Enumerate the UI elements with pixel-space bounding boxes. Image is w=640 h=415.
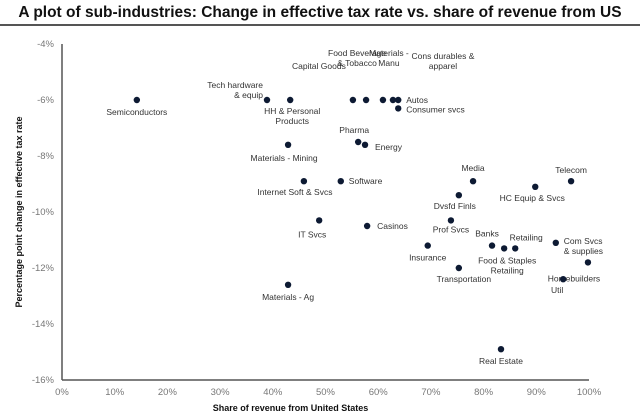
x-tick-label: 50%	[316, 387, 336, 398]
x-axis-label: Share of revenue from United States	[213, 403, 369, 413]
data-point-label: Real Estate	[479, 356, 523, 366]
y-tick-label: -8%	[37, 151, 54, 162]
data-point	[284, 281, 292, 288]
data-point-label: Dvsfd Finls	[434, 201, 476, 211]
chart-title: A plot of sub-industries: Change in effe…	[18, 4, 622, 21]
y-tick-label: -14%	[32, 319, 55, 330]
data-point-label: Cons durables & apparel	[412, 51, 475, 71]
data-point	[395, 96, 402, 104]
data-point-label: Prof Svcs	[433, 224, 469, 234]
data-point-label: Consumer svcs	[406, 104, 465, 114]
data-point	[284, 141, 292, 148]
data-point-label: Banks	[475, 229, 499, 239]
data-point	[469, 178, 477, 185]
x-tick-label: 30%	[211, 387, 231, 398]
data-point	[315, 217, 323, 224]
data-point-label: Com Svcs & supplies	[564, 236, 603, 256]
data-point	[361, 141, 369, 148]
data-point-label: Materials - Ag	[262, 292, 314, 302]
x-tick-label: 60%	[369, 387, 389, 398]
data-point	[584, 259, 592, 266]
x-tick-label: 100%	[577, 387, 602, 398]
data-point-label: Retailing	[510, 232, 543, 242]
data-point-label: Food Beverage & Tobacco	[328, 48, 386, 68]
data-point	[424, 242, 431, 249]
x-tick-label: 70%	[421, 387, 441, 398]
data-point	[300, 178, 308, 185]
y-tick-label: -6%	[37, 95, 54, 106]
data-point	[447, 217, 455, 224]
data-point	[349, 96, 357, 104]
data-point	[286, 96, 294, 104]
data-point-label: Semiconductors	[106, 107, 167, 117]
data-point	[552, 239, 559, 246]
data-point-label: Autos	[406, 95, 428, 105]
data-point	[263, 96, 271, 104]
data-point	[567, 178, 575, 185]
data-point-label: Util	[551, 285, 563, 295]
x-tick-label: 40%	[263, 387, 283, 398]
x-tick-label: 90%	[527, 387, 547, 398]
data-point	[379, 96, 387, 104]
data-point	[354, 138, 362, 146]
data-point	[455, 192, 463, 199]
data-point	[500, 245, 508, 252]
data-point	[559, 276, 567, 283]
data-point-label: Energy	[375, 142, 403, 152]
data-point-label: Pharma	[339, 125, 369, 135]
y-tick-label: -10%	[32, 207, 55, 218]
y-tick-label: -16%	[32, 375, 55, 386]
data-point-label: Transportation	[437, 274, 492, 284]
x-tick-label: 80%	[474, 387, 494, 398]
data-point	[337, 178, 344, 185]
data-point-label: Materials - Mining	[251, 153, 318, 163]
data-point-label: Internet Soft & Svcs	[257, 187, 332, 197]
data-point-label: Media	[461, 163, 484, 173]
data-point	[395, 105, 402, 112]
data-point-label: HC Equip & Svcs	[500, 193, 565, 203]
data-point	[497, 346, 505, 353]
data-point-label: Tech hardware & equip	[207, 80, 263, 100]
title-divider	[0, 24, 640, 26]
data-point-label: Insurance	[409, 253, 447, 263]
y-axis-label: Percentage point change in effective tax…	[14, 116, 24, 307]
x-tick-label: 10%	[105, 387, 125, 398]
data-point	[362, 96, 370, 104]
data-point	[532, 183, 539, 190]
data-point	[488, 242, 496, 249]
x-tick-label: 20%	[158, 387, 178, 398]
data-point	[363, 222, 371, 230]
data-point-label: Software	[349, 176, 383, 186]
data-point	[455, 264, 463, 272]
data-point-label: HH & Personal Products	[264, 106, 320, 126]
data-point	[512, 245, 519, 252]
data-point-label: Telecom	[555, 165, 587, 175]
data-point	[389, 96, 397, 104]
y-tick-label: -4%	[37, 39, 54, 50]
y-tick-label: -12%	[32, 263, 55, 274]
data-point-label: IT Svcs	[298, 229, 326, 239]
data-point-label: Materials -Manu	[369, 48, 409, 68]
data-point-label: Casinos	[377, 221, 408, 231]
data-point	[133, 96, 141, 104]
data-point-label: Food & Staples Retailing	[478, 255, 536, 275]
data-point-label: Homebuilders	[548, 273, 600, 283]
x-tick-label: 0%	[55, 387, 69, 398]
data-point-label: Capital Goods	[292, 61, 346, 71]
